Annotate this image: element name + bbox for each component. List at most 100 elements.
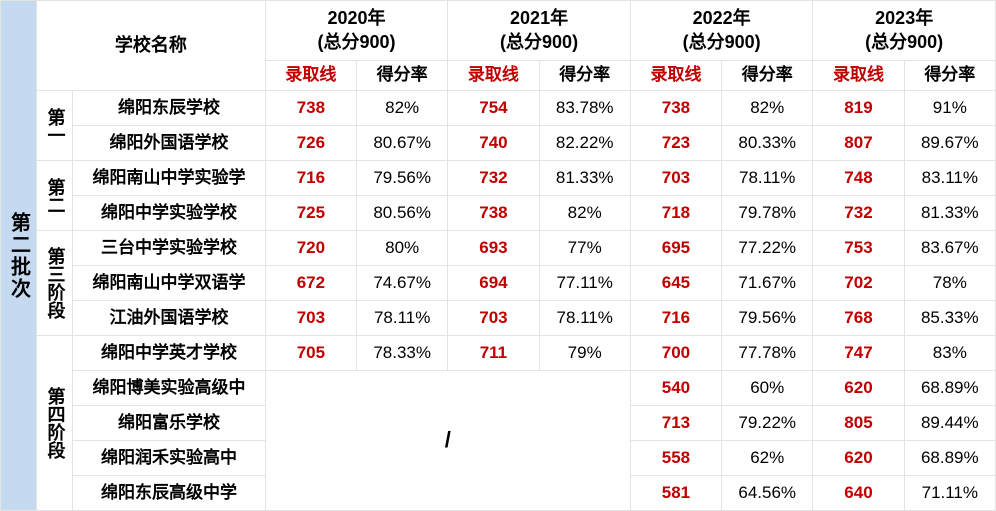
school-name: 三台中学实验学校 [73, 231, 266, 266]
score-cell: 723 [630, 126, 721, 161]
score-cell: 716 [630, 301, 721, 336]
score-cell: 581 [630, 476, 721, 511]
col-score-2021: 录取线 [448, 61, 539, 91]
school-name: 绵阳富乐学校 [73, 406, 266, 441]
rate-cell: 60% [722, 371, 813, 406]
score-cell: 700 [630, 336, 721, 371]
rate-cell: 74.67% [357, 266, 448, 301]
year-2020-header: 2020年(总分900) [265, 1, 448, 61]
rate-cell: 83.67% [904, 231, 995, 266]
score-cell: 693 [448, 231, 539, 266]
school-name: 绵阳博美实验高级中 [73, 371, 266, 406]
school-name: 江油外国语学校 [73, 301, 266, 336]
no-data-slash: / [265, 371, 630, 511]
rate-cell: 82% [722, 91, 813, 126]
score-cell: 725 [265, 196, 356, 231]
rate-cell: 82% [539, 196, 630, 231]
school-name: 绵阳南山中学双语学 [73, 266, 266, 301]
score-cell: 620 [813, 441, 904, 476]
rate-cell: 77% [539, 231, 630, 266]
year-2021-header: 2021年(总分900) [448, 1, 631, 61]
rate-cell: 78% [904, 266, 995, 301]
rate-cell: 62% [722, 441, 813, 476]
rate-cell: 79.22% [722, 406, 813, 441]
rate-cell: 64.56% [722, 476, 813, 511]
score-cell: 805 [813, 406, 904, 441]
score-cell: 672 [265, 266, 356, 301]
score-table: 第二批次 学校名称 2020年(总分900) 2021年(总分900) 2022… [0, 0, 996, 511]
score-cell: 713 [630, 406, 721, 441]
col-rate-2020: 得分率 [357, 61, 448, 91]
rate-cell: 77.11% [539, 266, 630, 301]
score-cell: 703 [265, 301, 356, 336]
rate-cell: 79% [539, 336, 630, 371]
score-cell: 738 [265, 91, 356, 126]
col-score-2023: 录取线 [813, 61, 904, 91]
year-2023-header: 2023年(总分900) [813, 1, 996, 61]
score-cell: 558 [630, 441, 721, 476]
rate-cell: 91% [904, 91, 995, 126]
score-cell: 718 [630, 196, 721, 231]
score-cell: 732 [813, 196, 904, 231]
school-name: 绵阳东辰学校 [73, 91, 266, 126]
rate-cell: 82.22% [539, 126, 630, 161]
col-rate-2023: 得分率 [904, 61, 995, 91]
rate-cell: 83.11% [904, 161, 995, 196]
rate-cell: 68.89% [904, 371, 995, 406]
rate-cell: 77.78% [722, 336, 813, 371]
rate-cell: 81.33% [539, 161, 630, 196]
score-cell: 748 [813, 161, 904, 196]
rate-cell: 79.56% [722, 301, 813, 336]
rate-cell: 78.11% [357, 301, 448, 336]
score-cell: 732 [448, 161, 539, 196]
score-cell: 703 [448, 301, 539, 336]
score-cell: 726 [265, 126, 356, 161]
stage-4-label: 第四阶段 [37, 336, 73, 511]
school-name: 绵阳外国语学校 [73, 126, 266, 161]
school-name: 绵阳中学英才学校 [73, 336, 266, 371]
score-cell: 720 [265, 231, 356, 266]
stage-3-label: 第三阶段 [37, 231, 73, 336]
rate-cell: 71.11% [904, 476, 995, 511]
rate-cell: 78.33% [357, 336, 448, 371]
score-cell: 645 [630, 266, 721, 301]
col-score-2020: 录取线 [265, 61, 356, 91]
year-2022-header: 2022年(总分900) [630, 1, 813, 61]
school-name-header: 学校名称 [37, 1, 266, 91]
score-cell: 819 [813, 91, 904, 126]
rate-cell: 89.44% [904, 406, 995, 441]
rate-cell: 89.67% [904, 126, 995, 161]
rate-cell: 80.56% [357, 196, 448, 231]
school-name: 绵阳南山中学实验学 [73, 161, 266, 196]
score-cell: 738 [630, 91, 721, 126]
rate-cell: 81.33% [904, 196, 995, 231]
rate-cell: 83.78% [539, 91, 630, 126]
rate-cell: 68.89% [904, 441, 995, 476]
score-table-container: 第二批次 学校名称 2020年(总分900) 2021年(总分900) 2022… [0, 0, 996, 500]
rate-cell: 80% [357, 231, 448, 266]
rate-cell: 80.33% [722, 126, 813, 161]
rate-cell: 78.11% [539, 301, 630, 336]
score-cell: 540 [630, 371, 721, 406]
stage-1-label: 第一 [37, 91, 73, 161]
rate-cell: 83% [904, 336, 995, 371]
score-cell: 702 [813, 266, 904, 301]
score-cell: 640 [813, 476, 904, 511]
score-cell: 738 [448, 196, 539, 231]
batch-header: 第二批次 [1, 1, 37, 511]
school-name: 绵阳润禾实验高中 [73, 441, 266, 476]
score-cell: 747 [813, 336, 904, 371]
col-rate-2021: 得分率 [539, 61, 630, 91]
score-cell: 694 [448, 266, 539, 301]
score-cell: 620 [813, 371, 904, 406]
score-cell: 768 [813, 301, 904, 336]
school-name: 绵阳东辰高级中学 [73, 476, 266, 511]
col-score-2022: 录取线 [630, 61, 721, 91]
score-cell: 807 [813, 126, 904, 161]
rate-cell: 71.67% [722, 266, 813, 301]
rate-cell: 79.56% [357, 161, 448, 196]
rate-cell: 82% [357, 91, 448, 126]
score-cell: 711 [448, 336, 539, 371]
rate-cell: 80.67% [357, 126, 448, 161]
score-cell: 703 [630, 161, 721, 196]
